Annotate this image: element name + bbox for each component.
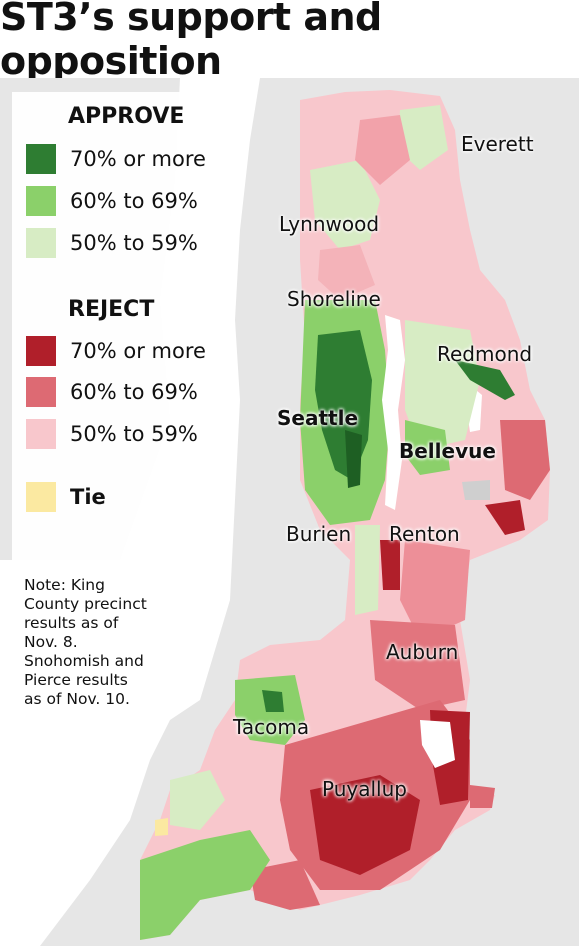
legend-label: 60% to 69% xyxy=(70,380,198,404)
city-label-shoreline: Shoreline xyxy=(287,287,381,311)
legend-label: 70% or more xyxy=(70,339,206,363)
note-line: as of Nov. 10. xyxy=(24,690,130,708)
redmond-approve-70 xyxy=(455,360,515,400)
south-king-green xyxy=(355,525,380,615)
city-label-auburn: Auburn xyxy=(386,640,459,664)
legend-swatch xyxy=(26,144,56,174)
legend-reject-50: 50% to 59% xyxy=(26,417,198,451)
lake-washington xyxy=(382,315,405,510)
legend-reject-70: 70% or more xyxy=(26,334,206,368)
note-line: Pierce results xyxy=(24,671,128,689)
city-label-everett: Everett xyxy=(461,132,534,156)
southwest-reject-60 xyxy=(250,860,320,910)
note-line: Nov. 8. xyxy=(24,633,78,651)
eastside-green xyxy=(405,320,480,450)
legend-label: 60% to 69% xyxy=(70,189,198,213)
legend-label: 50% to 59% xyxy=(70,422,198,446)
tacoma-approve-70 xyxy=(262,690,284,712)
bellevue-approve-60 xyxy=(405,420,450,475)
legend-swatch xyxy=(26,336,56,366)
tie-precinct xyxy=(155,818,168,836)
note-line: Snohomish and xyxy=(24,652,144,670)
legend-label: Tie xyxy=(70,485,106,509)
east-pierce-reject-60-tail xyxy=(470,785,495,808)
legend-swatch xyxy=(26,377,56,407)
note-line: results as of xyxy=(24,614,119,632)
legend-approve-70: 70% or more xyxy=(26,142,206,176)
west-water-inlet xyxy=(0,600,110,680)
legend-label: 50% to 59% xyxy=(70,231,198,255)
grey-no-data xyxy=(462,480,490,500)
east-reject-60 xyxy=(500,420,550,500)
city-label-tacoma: Tacoma xyxy=(233,715,310,739)
legend-label: 70% or more xyxy=(70,147,206,171)
legend-reject-title: REJECT xyxy=(68,297,155,322)
north-mixed-green xyxy=(310,160,380,250)
city-label-redmond: Redmond xyxy=(437,342,533,366)
city-label-puyallup: Puyallup xyxy=(322,777,407,801)
precinct-map xyxy=(0,78,579,946)
legend-swatch xyxy=(26,482,56,512)
north-east-green xyxy=(398,105,448,170)
seattle-core-70 xyxy=(345,430,362,488)
note: Note: King County precinct results as of… xyxy=(24,576,214,709)
east-reject-70 xyxy=(485,500,525,535)
legend-approve-60: 60% to 69% xyxy=(26,184,198,218)
city-label-bellevue: Bellevue xyxy=(399,439,496,463)
puyallup-reject-70 xyxy=(310,775,420,875)
city-label-renton: Renton xyxy=(389,522,460,546)
legend: APPROVE 70% or more 60% to 69% 50% to 59… xyxy=(12,92,230,572)
city-label-burien: Burien xyxy=(286,522,352,546)
west-approve-50 xyxy=(170,770,225,830)
lake-tapps xyxy=(420,720,455,768)
legend-swatch xyxy=(26,186,56,216)
legend-swatch xyxy=(26,419,56,449)
legend-reject-60: 60% to 69% xyxy=(26,375,198,409)
legend-approve-50: 50% to 59% xyxy=(26,226,198,260)
auburn-reject-60 xyxy=(370,620,465,710)
legend-approve-title: APPROVE xyxy=(68,104,185,129)
north-reject-pink xyxy=(355,115,410,185)
south-king-reject-60 xyxy=(400,540,470,640)
legend-swatch xyxy=(26,228,56,258)
city-label-lynnwood: Lynnwood xyxy=(279,212,380,236)
legend-tie: Tie xyxy=(26,480,106,514)
lynnwood-pink xyxy=(318,245,375,300)
city-label-seattle: Seattle xyxy=(277,406,359,430)
renton-reject-70 xyxy=(380,540,400,590)
note-line: County precinct xyxy=(24,595,147,613)
southwest-approve-60 xyxy=(140,830,270,940)
note-line: Note: King xyxy=(24,576,105,594)
map-title: ST3’s support and opposition xyxy=(0,0,382,83)
